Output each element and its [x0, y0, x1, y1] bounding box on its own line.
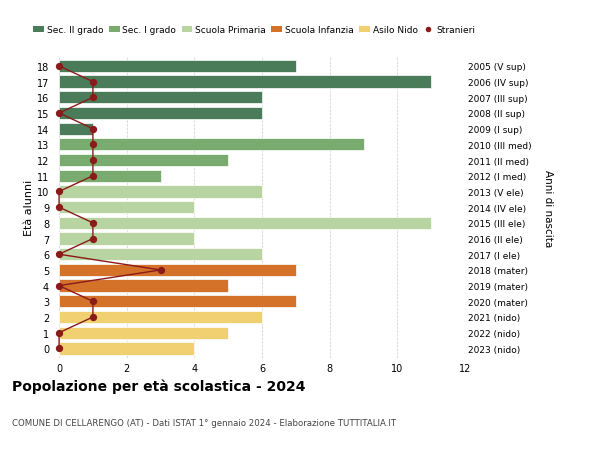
Bar: [59, 170, 161, 183]
Bar: [59, 280, 228, 292]
Text: COMUNE DI CELLARENGO (AT) - Dati ISTAT 1° gennaio 2024 - Elaborazione TUTTITALIA: COMUNE DI CELLARENGO (AT) - Dati ISTAT 1…: [12, 418, 396, 427]
Point: [88, 235, 98, 243]
Bar: [59, 139, 364, 151]
Bar: [59, 217, 431, 230]
Point: [88, 79, 98, 86]
Bar: [59, 108, 262, 120]
Point: [88, 95, 98, 102]
Text: Popolazione per età scolastica - 2024: Popolazione per età scolastica - 2024: [12, 379, 305, 393]
Bar: [59, 342, 194, 355]
Bar: [59, 311, 262, 324]
Point: [88, 157, 98, 164]
Point: [54, 204, 64, 211]
Point: [54, 188, 64, 196]
Point: [54, 345, 64, 353]
Point: [54, 329, 64, 336]
Bar: [59, 123, 93, 135]
Point: [54, 110, 64, 118]
Point: [88, 313, 98, 321]
Bar: [59, 327, 228, 339]
Bar: [59, 92, 262, 104]
Point: [54, 282, 64, 290]
Bar: [59, 155, 228, 167]
Point: [88, 220, 98, 227]
Y-axis label: Anni di nascita: Anni di nascita: [542, 169, 553, 246]
Bar: [59, 264, 296, 276]
Bar: [59, 186, 262, 198]
Bar: [59, 202, 194, 214]
Bar: [59, 76, 431, 89]
Point: [54, 63, 64, 70]
Point: [54, 251, 64, 258]
Bar: [59, 61, 296, 73]
Bar: [59, 249, 262, 261]
Y-axis label: Età alunni: Età alunni: [24, 179, 34, 236]
Legend: Sec. II grado, Sec. I grado, Scuola Primaria, Scuola Infanzia, Asilo Nido, Stran: Sec. II grado, Sec. I grado, Scuola Prim…: [30, 23, 479, 39]
Bar: [59, 296, 296, 308]
Point: [88, 298, 98, 305]
Point: [88, 141, 98, 149]
Bar: [59, 233, 194, 245]
Point: [156, 267, 166, 274]
Point: [88, 126, 98, 133]
Point: [88, 173, 98, 180]
